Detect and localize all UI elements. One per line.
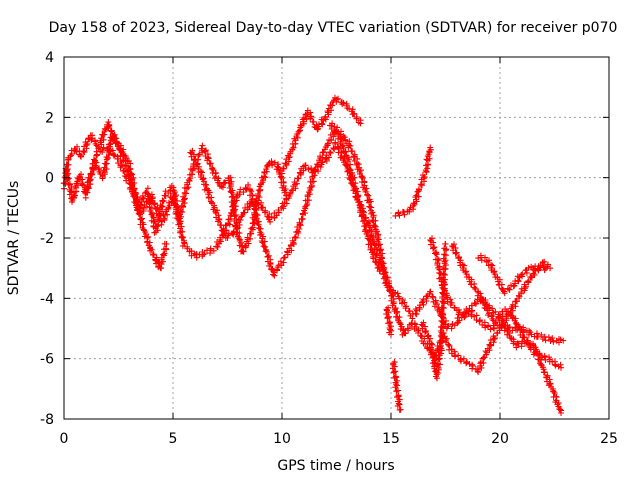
series-track-5 <box>279 94 364 177</box>
y-tick-label: -6 <box>40 352 54 368</box>
x-tick-label: 10 <box>273 431 291 447</box>
x-tick-label: 0 <box>60 431 69 447</box>
y-tick-label: 0 <box>45 171 54 187</box>
series-markers <box>389 359 404 413</box>
series-track-13 <box>475 252 549 297</box>
chart-title: Day 158 of 2023, Sidereal Day-to-day VTE… <box>49 20 618 36</box>
series-markers <box>427 235 565 416</box>
series-track-8 <box>389 359 404 413</box>
series-markers <box>383 304 395 338</box>
y-tick-label: 2 <box>45 110 54 126</box>
x-tick-label: 15 <box>382 431 400 447</box>
series-track-7 <box>383 304 395 338</box>
y-tick-label: -8 <box>40 412 54 428</box>
x-tick-label: 5 <box>169 431 178 447</box>
series-markers <box>327 120 384 275</box>
series-markers <box>418 240 450 382</box>
x-tick-label: 25 <box>600 431 618 447</box>
series-markers <box>475 252 549 297</box>
series-track-12 <box>449 241 564 371</box>
series-track-6 <box>327 120 384 275</box>
series-markers <box>449 241 564 371</box>
series-track-10 <box>427 235 565 416</box>
x-axis-label: GPS time / hours <box>277 458 394 474</box>
y-axis-label: SDTVAR / TECUs <box>6 181 22 296</box>
series-markers <box>392 144 434 219</box>
x-tick-label: 20 <box>491 431 509 447</box>
y-tick-label: -2 <box>40 231 54 247</box>
series-track-11 <box>418 240 450 382</box>
series-layer <box>60 94 567 416</box>
series-markers <box>279 94 364 177</box>
series-track-9 <box>392 144 434 219</box>
grid-layer <box>64 57 609 419</box>
y-tick-label: -4 <box>40 291 54 307</box>
y-tick-label: 4 <box>45 50 54 66</box>
